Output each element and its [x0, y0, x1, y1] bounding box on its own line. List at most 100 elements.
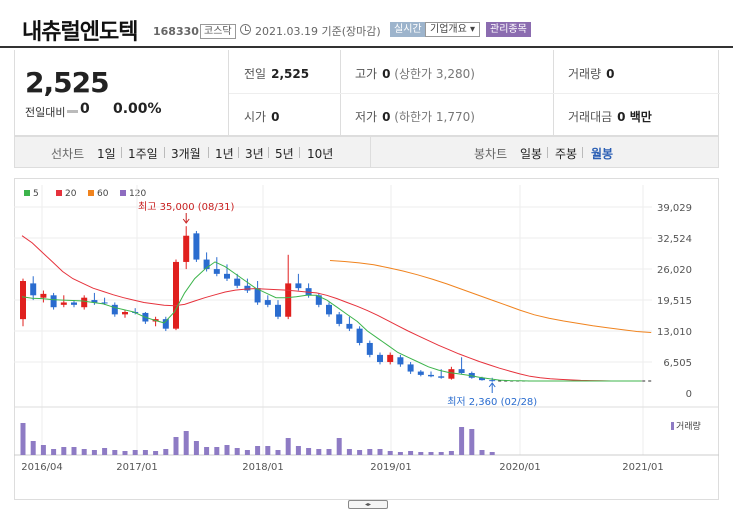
chart-scroll-handle[interactable]: ◂▸	[348, 500, 388, 509]
legend-swatch	[120, 190, 126, 196]
divider	[370, 137, 371, 167]
candle-body	[173, 261, 179, 329]
period-5y[interactable]: 5년	[275, 147, 294, 161]
candle-body	[264, 300, 271, 305]
clock-icon	[240, 24, 251, 35]
volume-bar	[316, 449, 322, 455]
divider	[268, 147, 269, 158]
current-price-box: 2,525 전일대비 0 0.00%	[15, 50, 229, 136]
x-tick-label: 2021/01	[622, 462, 664, 473]
volume-bar	[71, 447, 77, 455]
candle-body	[183, 235, 190, 262]
divider	[582, 147, 583, 158]
ma60-line	[329, 260, 652, 333]
quote-date: 2021.03.19 기준(장마감)	[255, 23, 381, 39]
candle-monthly[interactable]: 월봉	[591, 147, 614, 161]
volume-bar	[469, 429, 475, 455]
legend-label: 5	[33, 189, 39, 199]
volume-bar	[367, 449, 373, 455]
candle-body	[20, 281, 26, 320]
change-label: 전일대비	[25, 106, 66, 119]
stat-amount: 거래대금 0 백만	[568, 108, 652, 132]
period-1d[interactable]: 1일	[97, 147, 116, 161]
price-panel: 2,525 전일대비 0 0.00% 전일 2,525 고가 0 (상한가 3,28…	[14, 50, 720, 136]
candle-body	[438, 376, 445, 378]
volume-bar	[173, 437, 179, 455]
ma5-line	[21, 261, 642, 382]
period-1w[interactable]: 1주일	[128, 147, 158, 161]
stat-high: 고가 0 (상한가 3,280)	[355, 65, 475, 89]
company-overview-button[interactable]: 기업개요 ▾	[425, 22, 480, 37]
candle-body	[30, 283, 37, 296]
volume-bar	[397, 452, 403, 455]
divider	[121, 147, 122, 158]
candle-body	[213, 269, 220, 274]
volume-bar	[40, 445, 46, 455]
y-tick-label: 13,010	[657, 327, 692, 338]
candle-body	[366, 342, 373, 355]
stat-value: 0	[382, 110, 391, 124]
period-10y[interactable]: 10년	[307, 147, 334, 161]
candle-body	[356, 328, 363, 343]
stat-value: 0	[606, 67, 615, 81]
candle-body	[81, 297, 88, 308]
low-annotation: 최저 2,360 (02/28)	[447, 396, 537, 408]
volume-bar	[265, 446, 271, 455]
volume-bar	[438, 452, 444, 455]
candle-body	[244, 285, 251, 291]
low-arrow-head	[488, 382, 496, 388]
realtime-button[interactable]: 실시간	[390, 22, 426, 37]
volume-bar	[408, 451, 414, 455]
volume-bar	[387, 451, 393, 455]
period-1y[interactable]: 1년	[215, 147, 234, 161]
candle-body	[479, 377, 485, 381]
legend-label: 20	[65, 189, 77, 199]
stat-label: 거래량	[568, 67, 602, 81]
candle-body	[417, 371, 424, 375]
managed-stock-badge[interactable]: 관리종목	[486, 22, 531, 37]
candle-body	[71, 302, 77, 305]
candle-body	[407, 364, 414, 372]
volume-bar	[224, 445, 230, 455]
candle-body	[40, 293, 47, 298]
stat-value: 2,525	[271, 67, 310, 81]
candle-weekly[interactable]: 주봉	[555, 147, 578, 161]
period-3m[interactable]: 3개월	[171, 147, 201, 161]
volume-bar	[428, 452, 434, 455]
stock-code: 168330	[153, 25, 199, 38]
high-annotation: 최고 35,000 (08/31)	[138, 201, 234, 213]
candle-body	[377, 354, 383, 363]
divider	[164, 147, 165, 158]
volume-bar	[142, 450, 148, 455]
period-3y[interactable]: 3년	[245, 147, 264, 161]
stat-label: 저가	[355, 110, 378, 124]
flat-indicator-icon	[67, 110, 78, 113]
stat-volume: 거래량 0	[568, 65, 614, 89]
volume-bar	[183, 431, 189, 455]
candle-body	[468, 372, 475, 378]
stock-name: 내츄럴엔도텍	[22, 20, 138, 45]
volume-bar	[459, 427, 465, 455]
candle-body	[489, 380, 496, 382]
legend-label: 120	[129, 189, 146, 199]
candle-daily[interactable]: 일봉	[520, 147, 543, 161]
x-tick-label: 2018/01	[242, 462, 284, 473]
ma20-line	[21, 235, 642, 382]
candle-body	[224, 273, 230, 279]
candle-body	[193, 233, 200, 260]
y-tick-label: 26,020	[657, 265, 692, 276]
x-tick-label: 2020/01	[499, 462, 541, 473]
volume-bar	[255, 446, 261, 455]
volume-bar	[20, 423, 26, 455]
stat-value: 0	[382, 67, 391, 81]
stat-label: 고가	[355, 67, 378, 81]
stat-value: 0	[271, 110, 280, 124]
stat-label: 전일	[244, 67, 267, 81]
candle-body	[122, 311, 128, 315]
volume-bar	[112, 450, 118, 455]
x-tick-label: 2016/04	[21, 462, 63, 473]
volume-legend-swatch	[671, 422, 674, 430]
y-tick-label: 19,515	[657, 296, 692, 307]
volume-bar	[234, 448, 240, 455]
